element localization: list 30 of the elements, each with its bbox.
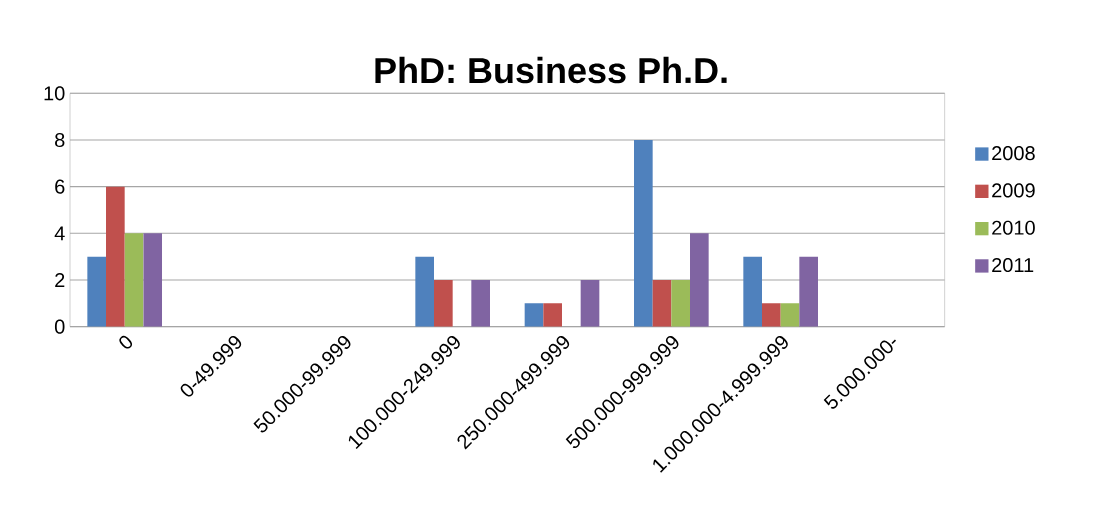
bar (799, 256, 818, 327)
bar (471, 279, 490, 327)
bar (634, 139, 653, 327)
legend-label: 2009 (992, 183, 1035, 198)
bar (87, 256, 107, 327)
x-tick-label: 0 (119, 335, 133, 349)
y-tick-label: 10 (44, 86, 65, 101)
y-tick-label: 2 (55, 273, 65, 287)
y-tick-label: 6 (55, 179, 65, 194)
bar (543, 303, 562, 327)
legend-label: 2010 (992, 220, 1035, 235)
bar (124, 233, 144, 327)
y-tick-label: 0 (54, 319, 65, 334)
legend-label: 2011 (992, 257, 1034, 273)
bar (743, 256, 762, 327)
bar (652, 279, 672, 327)
bar (690, 233, 709, 327)
bar (143, 233, 163, 327)
bar (434, 279, 453, 327)
bar (415, 256, 434, 327)
y-tick-label: 4 (54, 226, 65, 241)
chart-title: PhD: Business Ph.D. (375, 56, 727, 84)
legend-label: 2008 (992, 146, 1035, 161)
bar (580, 279, 600, 327)
bar (106, 186, 125, 327)
bar (780, 303, 800, 327)
bar (671, 279, 690, 327)
bar (524, 303, 544, 327)
bar (762, 303, 781, 327)
y-tick-label: 8 (55, 132, 65, 148)
